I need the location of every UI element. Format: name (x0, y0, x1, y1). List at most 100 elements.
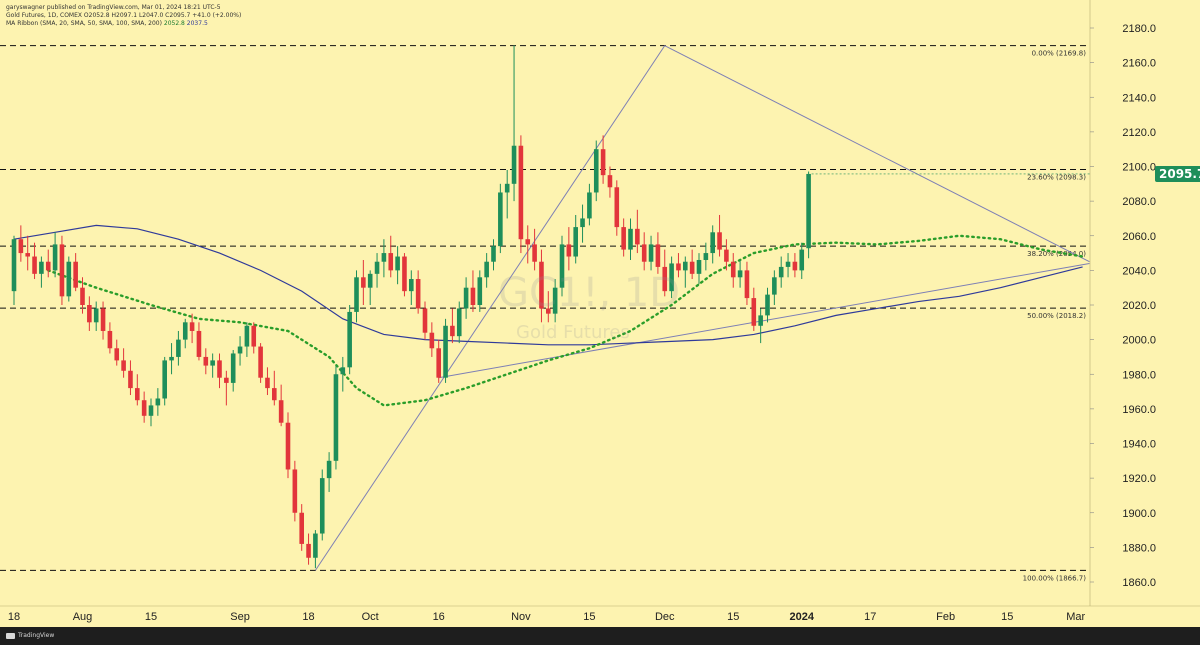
ma-ribbon-line: MA Ribbon (SMA, 20, SMA, 50, SMA, 100, S… (6, 20, 241, 28)
candle-body (628, 228, 633, 250)
y-tick-label: 1880.0 (1122, 542, 1156, 554)
candle-body (374, 261, 380, 274)
x-tick-label: Feb (936, 611, 955, 623)
candle-body (340, 367, 346, 375)
name-watermark: Gold Futures (516, 322, 630, 343)
candle-body (299, 512, 304, 544)
candle-body (278, 400, 284, 423)
ma-value-1: 2052.8 (163, 20, 185, 27)
x-tick-label: 18 (302, 611, 314, 623)
fib-level-label: 38.20% (2054.0) (1027, 250, 1086, 258)
y-tick-label: 2120.0 (1122, 127, 1156, 139)
y-tick-label: 1860.0 (1122, 577, 1156, 589)
candle-body (504, 183, 510, 193)
tradingview-brand: TradingView (18, 632, 55, 639)
candle-body (52, 244, 58, 271)
candle-body (532, 244, 537, 262)
candle-body (573, 227, 578, 257)
x-tick-label: Oct (362, 611, 379, 623)
candle-body (203, 356, 209, 366)
candle-body (354, 277, 359, 312)
candle-body (683, 261, 688, 271)
candle-body (292, 469, 298, 513)
candle-body (388, 253, 394, 271)
chart-canvas[interactable]: 2180.0 2160.0 2140.0 2120.0 2100.0 2080.0 2060… (0, 0, 1200, 627)
candle-body (11, 239, 17, 292)
ma-ribbon-label: MA Ribbon (SMA, 20, SMA, 50, SMA, 100, S… (6, 20, 162, 27)
y-tick-label: 1920.0 (1122, 473, 1156, 485)
candle-body (100, 308, 106, 331)
candle-body (662, 266, 668, 292)
candle-body (409, 279, 414, 292)
y-tick-label: 1900.0 (1122, 508, 1156, 520)
y-tick-label: 1940.0 (1122, 439, 1156, 451)
candle-body (45, 261, 51, 271)
sma-fast-line (47, 234, 1084, 407)
candle-body (319, 478, 325, 534)
footer-bar (0, 627, 1200, 645)
candle-body (196, 330, 202, 357)
candle-body (148, 405, 154, 416)
candle-body (758, 315, 763, 326)
trendline (664, 45, 1090, 263)
candle-body (463, 287, 469, 309)
candle-body (39, 261, 44, 274)
candle-body (525, 239, 531, 245)
candle-body (121, 360, 126, 371)
candle-body (224, 377, 229, 383)
candle-body (635, 228, 640, 245)
fib-level-label: 100.00% (1866.7) (1023, 574, 1087, 582)
trendline (438, 262, 1090, 379)
candle-body (600, 149, 606, 176)
candle-body (696, 259, 702, 274)
candle-body (450, 325, 455, 337)
x-tick-label: Sep (230, 611, 250, 623)
candle-body (703, 253, 709, 260)
candle-body (737, 270, 743, 278)
candle-body (436, 348, 441, 378)
ohlc-line: Gold Futures, 1D, COMEX O2052.8 H2097.1 … (6, 12, 242, 19)
y-tick-label: 2180.0 (1122, 23, 1156, 35)
chart-header: garyswagner published on TradingView.com… (6, 4, 241, 28)
y-tick-label: 2160.0 (1122, 58, 1156, 70)
candle-body (141, 400, 147, 416)
candle-body (415, 279, 421, 309)
ma-value-2: 2037.5 (186, 20, 208, 27)
candle-body (689, 261, 695, 274)
candle-body (518, 145, 524, 240)
candle-body (607, 175, 613, 188)
candle-body (381, 253, 387, 262)
y-tick-label: 2080.0 (1122, 196, 1156, 208)
candle-body (114, 348, 120, 361)
y-tick-label: 2040.0 (1122, 265, 1156, 277)
candle-body (799, 249, 805, 271)
symbol-watermark: GC1!, 1D (498, 270, 681, 316)
candle-body (59, 244, 65, 297)
tradingview-icon (6, 632, 15, 639)
candle-body (402, 256, 407, 292)
candle-body (470, 287, 476, 305)
candle-body (724, 249, 729, 262)
candle-body (443, 325, 448, 378)
tradingview-logo[interactable]: TradingView (6, 632, 54, 639)
x-tick-label: 15 (583, 611, 595, 623)
candle-body (230, 353, 236, 383)
candle-body (491, 246, 496, 262)
candle-body (265, 377, 270, 389)
fib-level-label: 50.00% (2018.2) (1027, 312, 1086, 320)
candle-body (306, 543, 311, 558)
candle-body (456, 308, 462, 337)
candle-body (669, 263, 674, 292)
x-tick-label: Mar (1066, 611, 1085, 623)
publisher-line: garyswagner published on TradingView.com… (6, 4, 221, 11)
y-tick-label: 2060.0 (1122, 231, 1156, 243)
candle-body (655, 244, 661, 267)
candle-body (272, 388, 277, 401)
candle-body (498, 192, 503, 247)
candle-body (285, 422, 291, 470)
candle-body (251, 325, 257, 347)
candle-body (792, 261, 798, 271)
candle-body (258, 346, 263, 378)
x-tick-label: 16 (433, 611, 445, 623)
candle-body (778, 266, 784, 278)
